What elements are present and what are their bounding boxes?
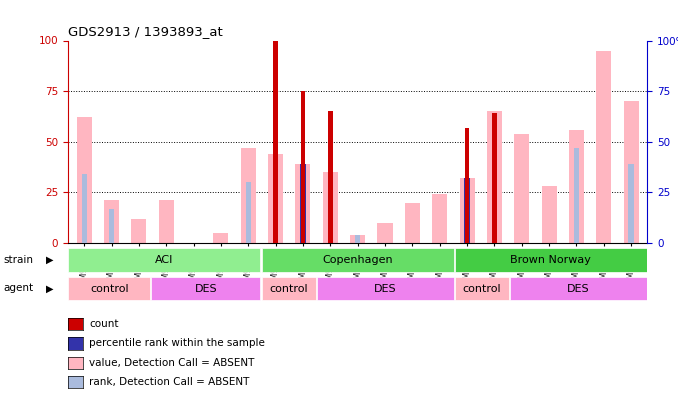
Bar	[460, 178, 475, 243]
Bar	[296, 164, 311, 243]
Bar	[273, 154, 278, 243]
Bar	[455, 277, 509, 301]
Text: Copenhagen: Copenhagen	[322, 255, 393, 265]
Bar	[350, 235, 365, 243]
Bar	[464, 128, 469, 243]
Bar	[245, 182, 251, 243]
Bar	[301, 91, 305, 243]
Text: ▶: ▶	[46, 284, 54, 293]
Bar	[159, 200, 174, 243]
Text: DES: DES	[567, 284, 590, 294]
Text: ▶: ▶	[46, 255, 54, 265]
Text: ACI: ACI	[155, 255, 174, 265]
Bar	[68, 277, 150, 301]
Bar	[569, 130, 584, 243]
Text: DES: DES	[374, 284, 397, 294]
Bar	[492, 113, 496, 243]
Bar	[574, 148, 579, 243]
Bar	[432, 194, 447, 243]
Bar	[68, 248, 260, 272]
Bar	[455, 248, 647, 272]
Bar	[81, 174, 87, 243]
Bar	[596, 51, 612, 243]
Bar	[492, 170, 497, 243]
Bar	[487, 111, 502, 243]
Bar	[214, 233, 228, 243]
Bar	[109, 209, 114, 243]
Bar	[405, 202, 420, 243]
Text: rank, Detection Call = ABSENT: rank, Detection Call = ABSENT	[89, 377, 250, 387]
Text: percentile rank within the sample: percentile rank within the sample	[89, 339, 265, 348]
Bar	[514, 134, 530, 243]
Text: agent: agent	[3, 284, 33, 293]
Bar	[328, 111, 332, 243]
Bar	[300, 164, 306, 243]
Bar	[378, 223, 393, 243]
Bar	[262, 248, 454, 272]
Text: control: control	[90, 284, 129, 294]
Bar	[510, 277, 647, 301]
Bar	[355, 235, 360, 243]
Bar	[327, 172, 333, 243]
Bar	[241, 148, 256, 243]
Bar	[624, 101, 639, 243]
Text: count: count	[89, 319, 119, 329]
Bar	[273, 40, 278, 243]
Bar	[104, 200, 119, 243]
Text: GDS2913 / 1393893_at: GDS2913 / 1393893_at	[68, 25, 222, 38]
Bar	[464, 178, 470, 243]
Bar	[151, 277, 260, 301]
Text: DES: DES	[195, 284, 217, 294]
Text: control: control	[462, 284, 501, 294]
Bar	[132, 219, 146, 243]
Bar	[629, 164, 634, 243]
Bar	[262, 277, 316, 301]
Text: strain: strain	[3, 255, 33, 265]
Bar	[542, 186, 557, 243]
Bar	[268, 154, 283, 243]
Text: control: control	[269, 284, 308, 294]
Bar	[317, 277, 454, 301]
Text: Brown Norway: Brown Norway	[511, 255, 591, 265]
Text: value, Detection Call = ABSENT: value, Detection Call = ABSENT	[89, 358, 255, 368]
Bar	[77, 117, 92, 243]
Bar	[323, 172, 338, 243]
